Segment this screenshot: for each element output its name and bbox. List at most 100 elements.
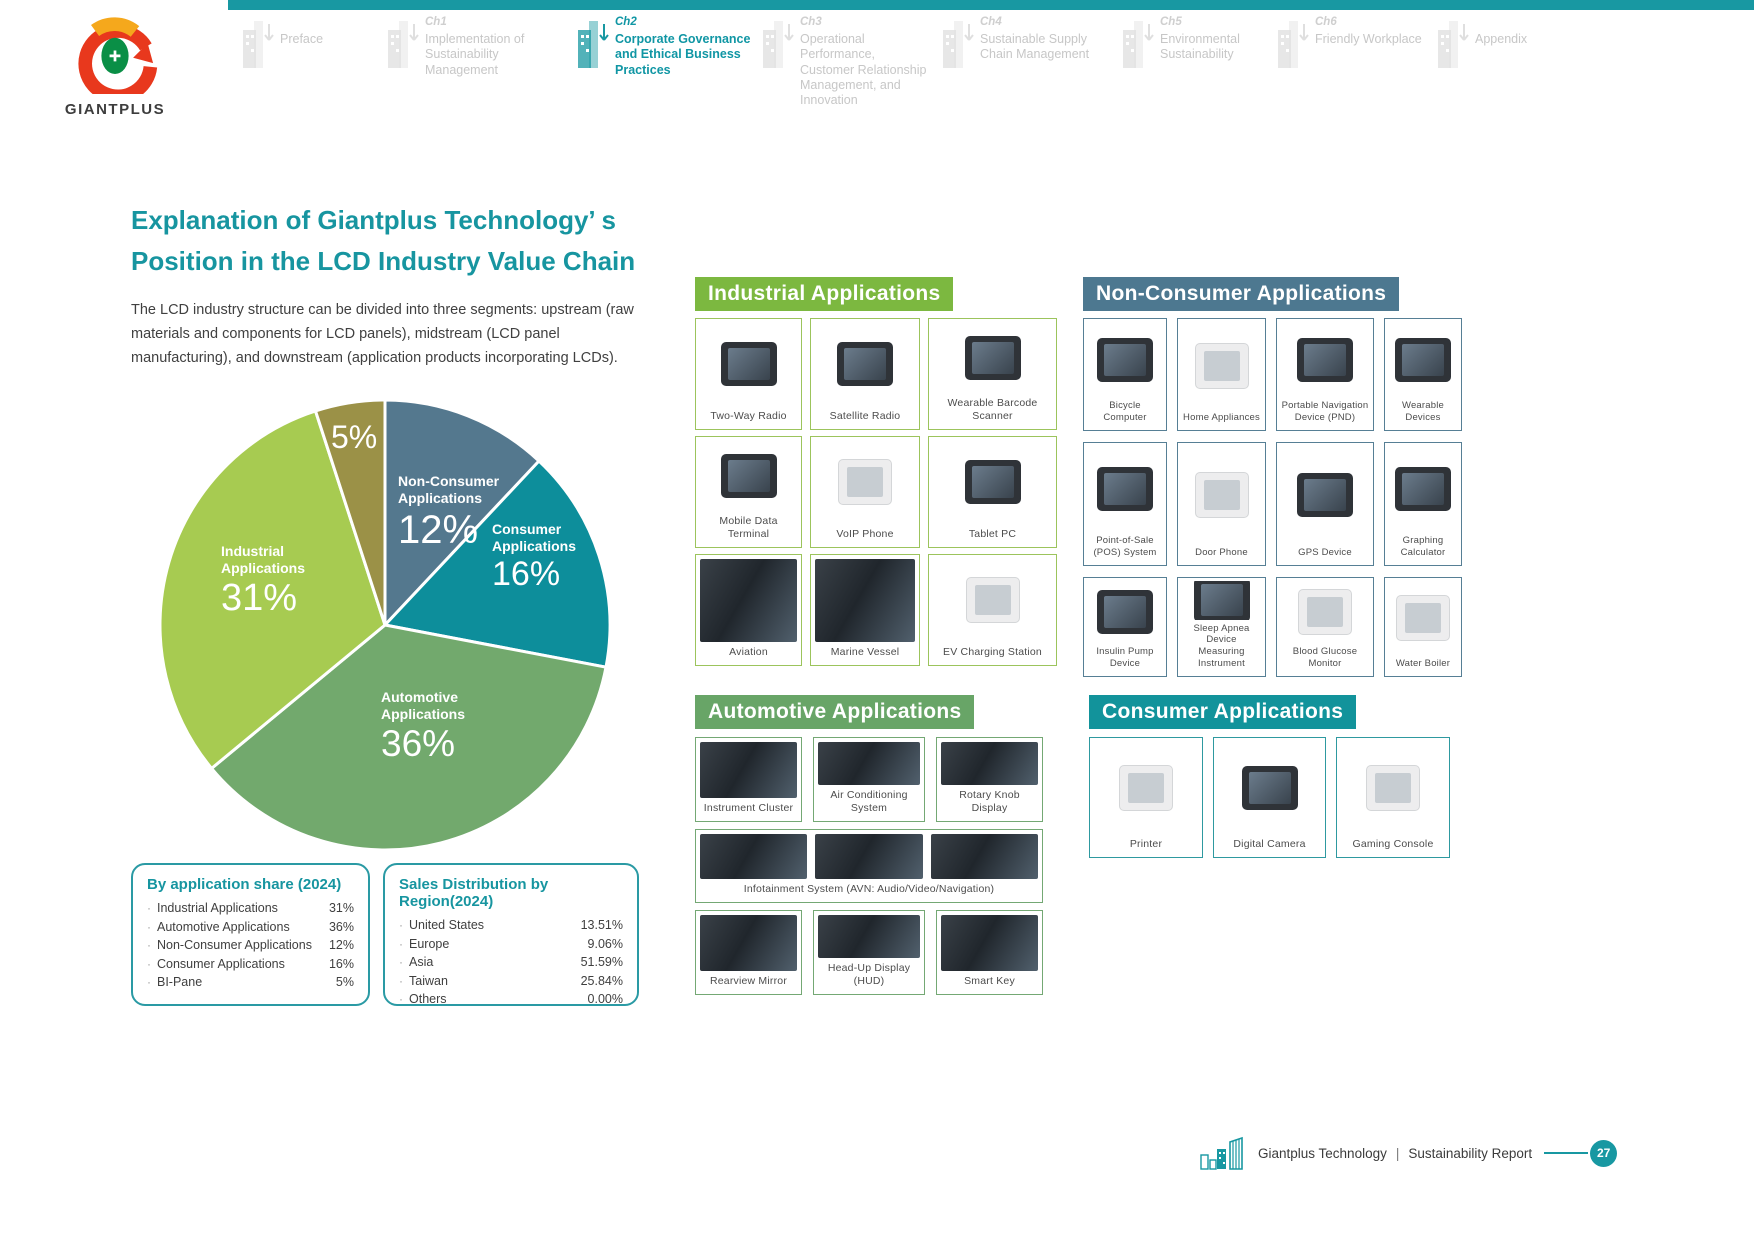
nav-item-implementation-of-sustainability-management[interactable]: Ch1 Implementation of Sustainability Mana… bbox=[385, 16, 575, 108]
product-label: Digital Camera bbox=[1233, 837, 1306, 850]
product-label: Smart Key bbox=[964, 974, 1015, 987]
consumer-applications-grid: Printer Digital Camera Gaming Console bbox=[1089, 737, 1450, 858]
building-icon bbox=[575, 18, 615, 87]
bullet-dot: · bbox=[147, 919, 151, 934]
page-number-badge: 27 bbox=[1590, 1139, 1618, 1167]
insulin-pump-device-image bbox=[1087, 581, 1163, 643]
satellite-radio-image bbox=[814, 322, 916, 407]
printer-image bbox=[1093, 741, 1199, 835]
chapter-label: Operational Performance, Customer Relati… bbox=[800, 32, 927, 107]
chapter-number: Ch5 bbox=[1160, 16, 1182, 28]
product-cell-home-appliances: Home Appliances bbox=[1177, 318, 1266, 431]
infotainment-image bbox=[700, 834, 808, 879]
stat-value: 13.51% bbox=[580, 918, 623, 932]
product-cell-rotary-knob-display: Rotary Knob Display bbox=[936, 737, 1043, 822]
product-label: Printer bbox=[1129, 837, 1163, 850]
tablet-pc-image bbox=[932, 440, 1053, 525]
pie-slice-non-consumer-applications bbox=[383, 398, 542, 629]
chapter-label: Preface bbox=[280, 32, 324, 46]
sleep-apnea-device-measuring-instrument-image bbox=[1181, 581, 1262, 620]
product-cell-smart-key: Smart Key bbox=[936, 910, 1043, 995]
non-consumer-applications-grid: Bicycle Computer Home Appliances Portable … bbox=[1083, 318, 1462, 677]
nav-item-sustainable-supply-chain-management[interactable]: Ch4 Sustainable Supply Chain Management bbox=[940, 16, 1120, 108]
application-share-box-title: By application share (2024) bbox=[147, 876, 342, 893]
product-cell-voip-phone: VoIP Phone bbox=[810, 436, 920, 548]
bullet-dot: · bbox=[399, 936, 403, 951]
application-share-rows: · Industrial Applications 31% · Automotive A… bbox=[147, 899, 354, 992]
product-label: Rearview Mirror bbox=[709, 974, 788, 987]
smart-key-image bbox=[941, 915, 1038, 971]
product-label: Head-Up Display (HUD) bbox=[827, 961, 911, 987]
air-conditioning-system-image bbox=[818, 742, 920, 785]
product-cell-bicycle-computer: Bicycle Computer bbox=[1083, 318, 1167, 431]
product-label: Gaming Console bbox=[1352, 837, 1434, 850]
building-icon bbox=[940, 18, 980, 87]
non-consumer-applications-header: Non-Consumer Applications bbox=[1083, 277, 1400, 311]
product-cell-water-boiler: Water Boiler bbox=[1384, 577, 1462, 677]
pie-label-non-consumer-applications: Non-Consumer Applications 12% bbox=[398, 473, 500, 552]
stat-label: Automotive Applications bbox=[157, 919, 290, 934]
pie-label-bi-pane: 5% bbox=[331, 419, 378, 455]
product-label: Water Boiler bbox=[1395, 658, 1451, 670]
product-label: Mobile Data Terminal bbox=[719, 514, 778, 540]
wearable-devices-image bbox=[1388, 322, 1458, 397]
mobile-data-terminal-image bbox=[699, 440, 798, 512]
product-label: Point-of-Sale (POS) System bbox=[1093, 535, 1157, 559]
building-icon bbox=[385, 18, 425, 87]
page-title: Explanation of Giantplus Technology’ s P… bbox=[131, 200, 691, 282]
digital-camera-image bbox=[1217, 741, 1322, 835]
chapter-label: Appendix bbox=[1475, 32, 1528, 46]
giantplus-logo: GIANTPLUS bbox=[50, 16, 180, 118]
product-cell-head-up-display-hud: Head-Up Display (HUD) bbox=[813, 910, 925, 995]
product-label: Tablet PC bbox=[968, 527, 1017, 540]
nav-item-corporate-governance-and-ethical-business-practices[interactable]: Ch2 Corporate Governance and Ethical Busi… bbox=[575, 16, 760, 108]
region-distribution-box: Sales Distribution by Region(2024) · Unit… bbox=[383, 863, 639, 1006]
bicycle-computer-image bbox=[1087, 322, 1163, 397]
product-label: Satellite Radio bbox=[829, 409, 901, 422]
gps-device-image bbox=[1280, 446, 1370, 544]
product-label: Blood Glucose Monitor bbox=[1292, 646, 1358, 670]
building-icon bbox=[1275, 18, 1315, 87]
stat-value: 12% bbox=[328, 938, 354, 952]
industrial-applications-grid: Two-Way Radio Satellite Radio Wearable Bar… bbox=[695, 318, 1057, 666]
instrument-cluster-image bbox=[700, 742, 797, 798]
chapter-number bbox=[1475, 16, 1527, 32]
bullet-dot: · bbox=[147, 938, 151, 952]
ev-charging-station-image bbox=[932, 558, 1053, 643]
rotary-knob-display-image bbox=[941, 742, 1038, 785]
industrial-applications-header: Industrial Applications bbox=[695, 277, 954, 311]
region-distribution-rows: · United States 13.51% · Europe 9.06% · Asia 51.… bbox=[399, 916, 623, 1009]
footer-line bbox=[1544, 1152, 1589, 1154]
product-label: Two-Way Radio bbox=[710, 409, 787, 422]
product-label: Door Phone bbox=[1195, 547, 1248, 559]
stat-label: Non-Consumer Applications bbox=[157, 938, 312, 952]
page-footer: Giantplus Technology | Sustainability Re… bbox=[1200, 1136, 1618, 1170]
chapter-number: Ch1 bbox=[425, 16, 447, 28]
nav-item-operational-performance-customer-relationship-management-and-innovation[interactable]: Ch3 Operational Performance, Customer Rel… bbox=[760, 16, 940, 108]
region-distribution-box-title: Sales Distribution by Region(2024) bbox=[399, 876, 549, 910]
product-cell-graphing-calculator: Graphing Calculator bbox=[1384, 442, 1462, 566]
nav-item-preface[interactable]: Preface bbox=[240, 16, 385, 108]
product-label: Graphing Calculator bbox=[1400, 535, 1446, 559]
pie-slice-bi-pane bbox=[313, 398, 387, 626]
nav-item-appendix[interactable]: Appendix bbox=[1435, 16, 1555, 108]
stat-value: 9.06% bbox=[587, 936, 623, 951]
infotainment-image bbox=[930, 834, 1038, 879]
nav-item-friendly-workplace[interactable]: Ch6 Friendly Workplace bbox=[1275, 16, 1435, 108]
wearable-barcode-scanner-image bbox=[932, 322, 1053, 394]
product-cell-gaming-console: Gaming Console bbox=[1336, 737, 1450, 858]
product-label: Marine Vessel bbox=[830, 645, 900, 658]
product-cell-two-way-radio: Two-Way Radio bbox=[695, 318, 802, 430]
stat-label: Asia bbox=[409, 955, 434, 969]
bullet-dot: · bbox=[399, 918, 403, 932]
nav-item-environmental-sustainability[interactable]: Ch5 Environmental Sustainability bbox=[1120, 16, 1275, 108]
consumer-applications-header: Consumer Applications bbox=[1089, 695, 1357, 729]
stat-row-taiwan: · Taiwan 25.84% bbox=[399, 972, 623, 991]
stat-row-asia: · Asia 51.59% bbox=[399, 953, 623, 972]
product-label: Insulin Pump Device bbox=[1096, 646, 1154, 670]
bullet-dot: · bbox=[147, 901, 151, 915]
logo-wordmark: GIANTPLUS bbox=[64, 101, 166, 118]
stat-label: Europe bbox=[409, 936, 450, 951]
product-label: Rotary Knob Display bbox=[959, 788, 1020, 814]
product-cell-infotainment-system-avn-audio-video-navigation: Infotainment System (AVN: Audio/Video/Na… bbox=[695, 829, 1043, 903]
